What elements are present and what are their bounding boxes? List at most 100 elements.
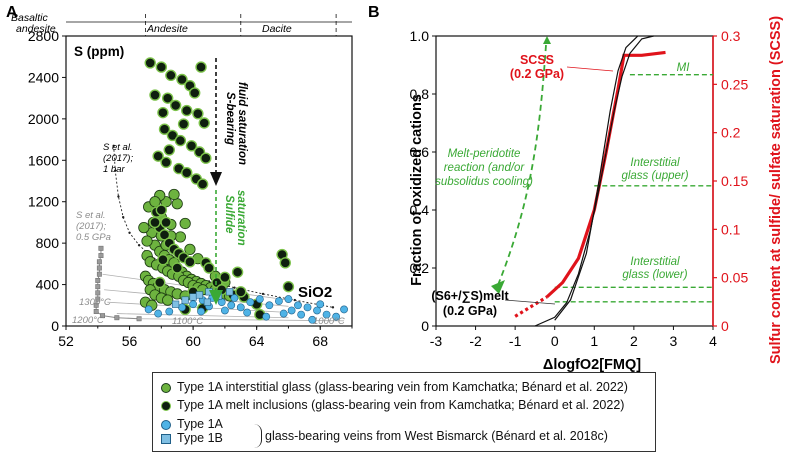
point-type1b xyxy=(195,291,204,299)
panel-b-ytick-label: 0 xyxy=(421,318,429,334)
point-melt-inclusion xyxy=(144,57,156,69)
point-type1a xyxy=(154,309,163,318)
panel-b-label: B xyxy=(368,4,380,21)
panel-b-xtick-label: 1 xyxy=(590,333,598,349)
reaction-arrow-head xyxy=(491,280,505,294)
curve-05gpa-marker xyxy=(93,302,99,308)
ref-labels: MI Interstitial glass (upper) Interstiti… xyxy=(621,62,690,281)
curve-05gpa-marker xyxy=(98,253,104,259)
panel-b-ytick-label: 0.2 xyxy=(410,260,430,276)
curve-05gpa-marker xyxy=(96,265,102,271)
point-melt-inclusion xyxy=(166,129,179,142)
curve--s6-s-melt-0-2-gpa- xyxy=(534,35,654,327)
curve-05gpa-marker xyxy=(95,284,101,290)
point-melt-inclusion xyxy=(155,61,168,73)
panel-a-ytick-label: 2800 xyxy=(28,28,59,44)
point-melt-inclusion xyxy=(279,257,291,269)
panel-b-xtick-label: -2 xyxy=(469,333,482,349)
curve-05gpa-marker xyxy=(95,290,101,296)
panel-a-xtick-label: 60 xyxy=(185,333,201,349)
point-melt-inclusion xyxy=(149,89,161,101)
curve-05gpa-marker xyxy=(100,313,105,319)
point-type1a xyxy=(316,300,325,309)
legend-item-melt-inclusion-label: Type 1A melt inclusions (glass-bearing v… xyxy=(177,398,625,412)
point-melt-inclusion xyxy=(169,99,182,112)
point-melt-inclusion xyxy=(176,73,188,86)
reaction-line1: Melt-peridotite xyxy=(448,148,521,160)
point-melt-inclusion xyxy=(200,152,212,164)
label-05gpa-line2: (2017); xyxy=(76,221,106,232)
point-interstitial-glass xyxy=(184,243,196,255)
panel-b-ylabel: Fraction of oxidized cations xyxy=(409,94,425,286)
panel-b-y2tick-label: 0.3 xyxy=(721,28,741,44)
legend-black-circle-icon xyxy=(161,401,171,411)
panel-b-axes: -3 -2 -1 0 1 2 3 400.20.40.60.81.000.050.10.150… xyxy=(410,28,749,349)
reaction-arrow xyxy=(497,44,547,286)
panel-b-reference-lines xyxy=(554,73,713,303)
point-melt-inclusion xyxy=(188,87,201,99)
panel-a-frame xyxy=(65,35,353,327)
legend-brace xyxy=(254,424,262,448)
point-type1a xyxy=(189,300,198,309)
panel-a-label: A xyxy=(6,4,18,21)
legend: Type 1A interstitial glass (glass-bearin… xyxy=(152,372,656,452)
panel-b-ytick-label: 0.6 xyxy=(410,144,430,160)
panel-b-y2tick-label: 0 xyxy=(721,318,729,334)
point-melt-inclusion xyxy=(235,286,247,298)
point-melt-inclusion xyxy=(171,262,183,274)
rock-basaltic-andesite-line2: andesite xyxy=(16,23,56,35)
point-melt-inclusion xyxy=(157,254,169,266)
legend-item-type1b-label: Type 1B xyxy=(177,431,223,445)
panel-b-ytick-label: 0.8 xyxy=(410,86,430,102)
point-melt-inclusion xyxy=(282,280,295,293)
point-melt-inclusion xyxy=(185,140,198,152)
temp-1000: 1000°C xyxy=(313,316,345,327)
temperature-labels: 1300°C 1200°C 1100°C 1000°C xyxy=(72,297,345,327)
s6-leader xyxy=(504,299,556,305)
point-type1a xyxy=(165,307,174,316)
label-1bar-line3: 1 bar xyxy=(103,164,125,175)
point-type1a xyxy=(178,303,186,312)
panel-a-ytick-label: 1600 xyxy=(28,152,59,168)
point-melt-inclusion xyxy=(160,156,172,169)
point-type1a xyxy=(279,309,288,318)
point-melt-inclusion xyxy=(219,271,231,284)
s6-label-line1: (S6+/∑S)melt xyxy=(431,289,509,303)
point-type1a xyxy=(308,315,317,324)
panel-b-y2tick-label: 0.25 xyxy=(721,76,748,92)
panel-a-ytick-label: 400 xyxy=(36,277,60,293)
point-type1b xyxy=(203,298,212,306)
point-interstitial-glass xyxy=(171,198,183,210)
panel-b-xtick-label: 3 xyxy=(670,333,678,349)
panel-a-title: S (ppm) xyxy=(74,44,124,59)
panel-b-xtick-label: -3 xyxy=(430,333,443,349)
point-melt-inclusion xyxy=(181,104,193,117)
curve-1bar-marker xyxy=(117,195,120,198)
point-melt-inclusion xyxy=(181,167,193,179)
legend-item-type1a-label: Type 1A xyxy=(177,417,223,431)
panel-b-ytick-label: 0.4 xyxy=(410,202,430,218)
point-type1a xyxy=(227,301,236,310)
rock-basaltic-andesite-line1: Basaltic xyxy=(11,12,49,24)
curve-05gpa-marker xyxy=(96,271,102,277)
point-melt-inclusion xyxy=(177,118,190,130)
point-type1a xyxy=(243,308,252,317)
point-melt-inclusion xyxy=(158,229,171,241)
reaction-arrow-top xyxy=(543,36,551,44)
panel-a-ytick-label: 2400 xyxy=(28,69,59,85)
label-05gpa-line1: S et al. xyxy=(76,210,106,221)
curve-1bar-marker xyxy=(331,306,335,309)
s6-label-line2: (0.2 GPa) xyxy=(443,304,497,318)
scss-leader xyxy=(566,66,614,72)
point-melt-inclusion xyxy=(165,69,177,82)
point-melt-inclusion xyxy=(149,216,161,229)
curve-05gpa-marker xyxy=(95,296,101,302)
panel-a-data-points xyxy=(138,57,348,324)
point-melt-inclusion xyxy=(152,150,164,162)
curve-05gpa-marker xyxy=(93,309,99,314)
temp-1200: 1200°C xyxy=(72,315,104,326)
panel-b-xtick-label: 2 xyxy=(630,333,638,349)
curve-1bar-marker xyxy=(112,144,115,147)
curve-1bar-marker xyxy=(137,244,141,247)
